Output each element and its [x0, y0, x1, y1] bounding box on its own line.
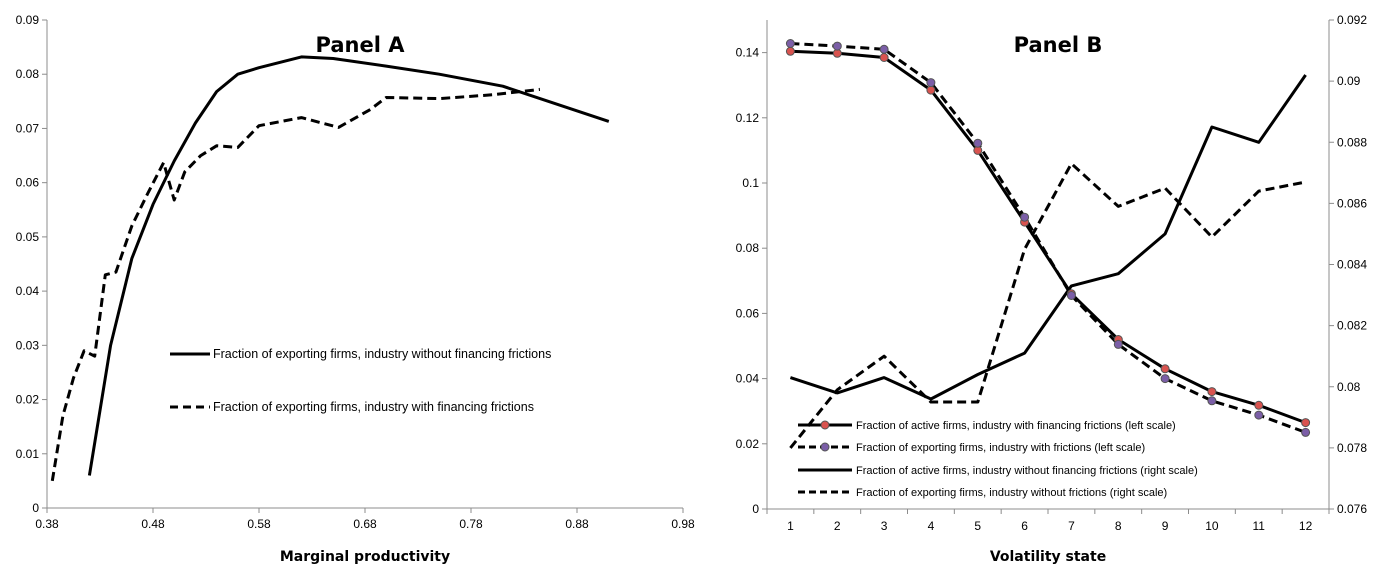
panel-a-y-tick-label: 0.07: [16, 121, 40, 135]
panel-b-legend-label-4: Fraction of exporting firms, industry wi…: [856, 487, 1167, 499]
panel-b-left-tick-label: 0.02: [736, 437, 760, 451]
panel-a-x-tick-label: 0.78: [459, 517, 483, 531]
panel-b-series-line-4: [789, 162, 1306, 449]
panel-a-legend: Fraction of exporting firms, industry wi…: [170, 347, 551, 414]
panel-b-series-line-3: [789, 74, 1307, 401]
panel-b-x-tick-label: 6: [1021, 519, 1028, 533]
panel-b-x-tick-label: 9: [1162, 519, 1169, 533]
panel-b-right-tick-label: 0.078: [1337, 441, 1367, 455]
panel-b-left-tick-label: 0.1: [742, 176, 759, 190]
panel-b-series-1-point: [1207, 387, 1217, 397]
panel-b-series-2-point: [785, 39, 795, 48]
panel-a-x-tick-label: 0.58: [247, 517, 271, 531]
panel-b-x-tick-label: 4: [928, 519, 935, 533]
panel-b-left-tick-label: 0: [752, 502, 759, 516]
panel-b-legend-label-1: Fraction of active firms, industry with …: [856, 420, 1176, 432]
panel-b-x-tick-label: 11: [1253, 519, 1266, 533]
panel-b-x-ticks: 1 2 3 4 5 6 7 8 9 10 11 12: [766, 509, 1330, 533]
panel-b-series-2-point: [832, 41, 842, 51]
panel-a-x-tick-label: 0.48: [141, 517, 165, 531]
panel-b-series-2-point: [1301, 427, 1311, 437]
panel-a-x-tick-label: 0.68: [353, 517, 377, 531]
panel-b-series-2-point: [1254, 410, 1264, 420]
panel-b-series-1-point: [926, 85, 936, 95]
panel-a-y-tick-label: 0.02: [16, 393, 40, 407]
panel-a-y-tick-label: 0.01: [16, 447, 40, 461]
panel-b-series-1-point: [1254, 400, 1264, 410]
panel-b-left-tick-label: 0.12: [736, 111, 760, 125]
panel-b-series-2-point: [1207, 396, 1217, 406]
panel-b-title: Panel B: [1014, 33, 1103, 57]
panel-b-legend: Fraction of active firms, industry with …: [798, 420, 1198, 499]
panel-a-chart: Panel A 0 0.01 0.02 0.03 0.04 0.05 0.06 0.07 0.0…: [16, 13, 695, 565]
panel-a-x-ticks: 0.38 0.48 0.58 0.68 0.78 0.88 0.98: [35, 508, 695, 531]
panel-b-x-label: Volatility state: [990, 549, 1106, 565]
panel-b-x-tick-label: 10: [1205, 519, 1219, 533]
panel-a-y-tick-label: 0.05: [16, 230, 40, 244]
panel-b-series-2-point: [1066, 291, 1076, 300]
panel-b-series-1-point: [879, 53, 889, 62]
panel-b-x-tick-label: 7: [1068, 519, 1075, 533]
panel-b-series-2-point: [926, 78, 936, 88]
panel-b-right-tick-label: 0.08: [1337, 380, 1361, 394]
panel-a-title: Panel A: [316, 33, 406, 57]
panel-b-legend-marker-1: [820, 420, 830, 430]
panel-a-series-line-2: [50, 87, 541, 482]
panel-b-left-tick-label: 0.08: [736, 241, 760, 255]
panel-b-x-tick-label: 3: [881, 519, 888, 533]
panel-b-series-line-1: [790, 49, 1307, 425]
panel-b-series-1-point: [785, 46, 795, 56]
panel-b-series: [789, 42, 1307, 449]
panel-a-legend-label-2: Fraction of exporting firms, industry wi…: [213, 400, 534, 414]
panel-a-y-tick-label: 0.03: [16, 338, 40, 352]
panel-b-series-2-point: [1113, 339, 1123, 349]
panel-a-x-label: Marginal productivity: [280, 549, 450, 565]
panel-b-legend-label-3: Fraction of active firms, industry witho…: [856, 465, 1198, 477]
panel-a-y-tick-label: 0.06: [16, 176, 40, 190]
panel-b-left-tick-label: 0.04: [736, 372, 760, 386]
panel-b-series-2-point: [1020, 212, 1030, 222]
panel-a-legend-label-1: Fraction of exporting firms, industry wi…: [213, 347, 551, 361]
panel-b-markers: [785, 39, 1311, 437]
panel-b-right-tick-label: 0.086: [1337, 196, 1367, 210]
panel-b-series-2-point: [879, 44, 889, 54]
panel-a-y-tick-label: 0.08: [16, 67, 40, 81]
panel-a-y-tick-label: 0: [32, 501, 39, 515]
panel-b-right-tick-label: 0.084: [1337, 258, 1367, 272]
panel-a-y-ticks: 0 0.01 0.02 0.03 0.04 0.05 0.06 0.07 0.08 0.09: [16, 13, 47, 515]
panel-a-y-tick-label: 0.09: [16, 13, 40, 27]
panel-b-x-tick-label: 8: [1115, 519, 1122, 533]
panel-a-x-tick-label: 0.38: [35, 517, 59, 531]
panel-a-x-tick-label: 0.88: [565, 517, 589, 531]
panel-a-y-tick-label: 0.04: [16, 284, 40, 298]
panel-b-left-tick-label: 0.06: [736, 306, 760, 320]
panel-b-chart: Panel B 0 0.02 0.04 0.06 0.08 0.1 0.12 0.14 0.0…: [736, 13, 1368, 565]
panel-b-right-tick-label: 0.09: [1337, 74, 1361, 88]
panel-b-series-1-point: [1160, 364, 1170, 374]
panel-b-series-2-point: [1160, 374, 1170, 384]
panel-b-right-tick-label: 0.082: [1337, 319, 1367, 333]
panel-b-x-tick-label: 1: [787, 519, 794, 533]
panel-b-series-line-2: [790, 42, 1307, 434]
panel-b-x-tick-label: 2: [834, 519, 841, 533]
panel-b-left-tick-label: 0.14: [736, 46, 760, 60]
panel-b-x-tick-label: 12: [1299, 519, 1313, 533]
panel-b-x-tick-label: 5: [974, 519, 981, 533]
panel-a-series: [50, 55, 610, 482]
panel-b-legend-label-2: Fraction of exporting firms, industry wi…: [856, 442, 1145, 454]
panel-b-series-2-point: [973, 138, 983, 148]
panel-a-series-line-1: [87, 55, 610, 476]
panel-b-series-1-point: [1301, 418, 1311, 428]
panel-a-x-tick-label: 0.98: [671, 517, 695, 531]
panel-b-right-tick-label: 0.088: [1337, 135, 1367, 149]
panel-b-legend-marker-2: [820, 442, 830, 452]
panel-b-right-ticks: 0.076 0.078 0.08 0.082 0.084 0.086 0.088 0.09 0.…: [1329, 13, 1367, 516]
panel-b-right-tick-label: 0.076: [1337, 502, 1367, 516]
panel-b-right-tick-label: 0.092: [1337, 13, 1367, 27]
panel-b-left-ticks: 0 0.02 0.04 0.06 0.08 0.1 0.12 0.14: [736, 46, 767, 516]
